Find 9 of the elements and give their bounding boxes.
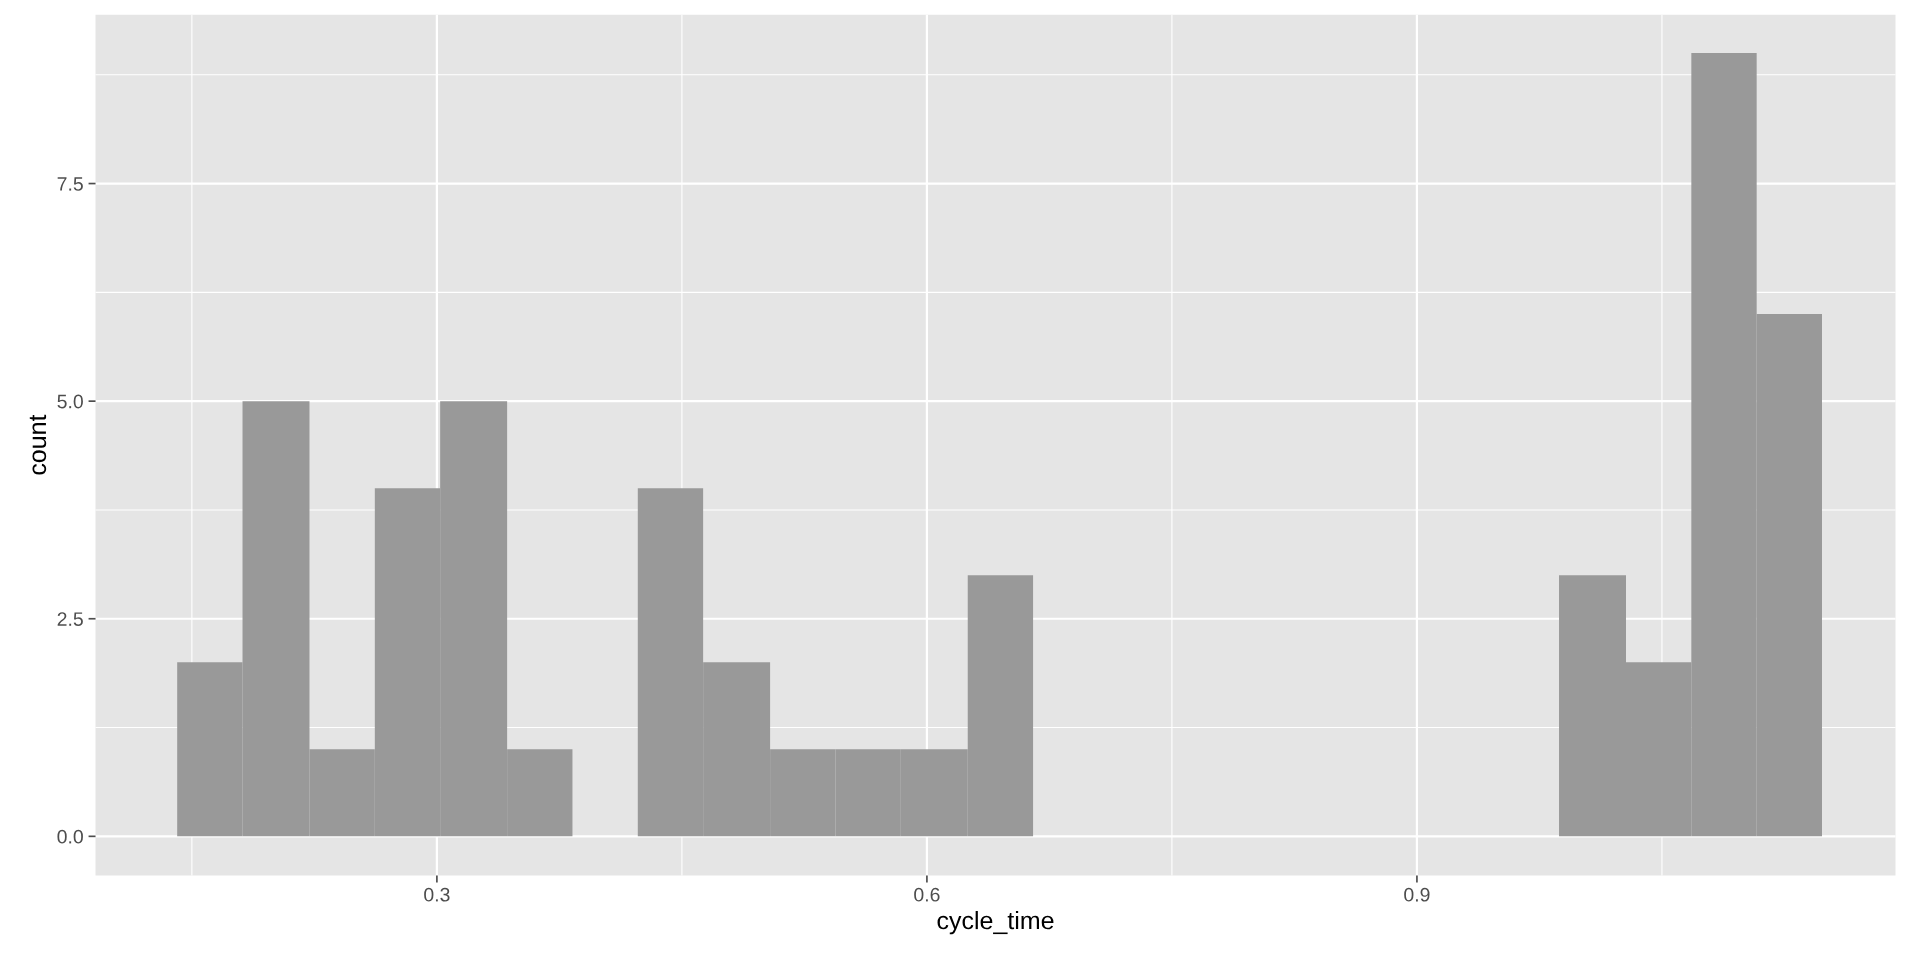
y-tick-label: 5.0 xyxy=(57,394,83,409)
y-tick-label: 7.5 xyxy=(57,177,83,191)
x-axis-title: cycle_time xyxy=(937,911,1054,935)
x-tick-label: 0.3 xyxy=(424,887,450,902)
y-tick-label: 2.5 xyxy=(57,612,83,626)
x-tick-label: 0.6 xyxy=(914,887,940,902)
y-axis-title: count xyxy=(29,414,47,475)
x-tick-label: 0.9 xyxy=(1404,887,1430,902)
y-tick-label: 0.0 xyxy=(57,829,83,844)
